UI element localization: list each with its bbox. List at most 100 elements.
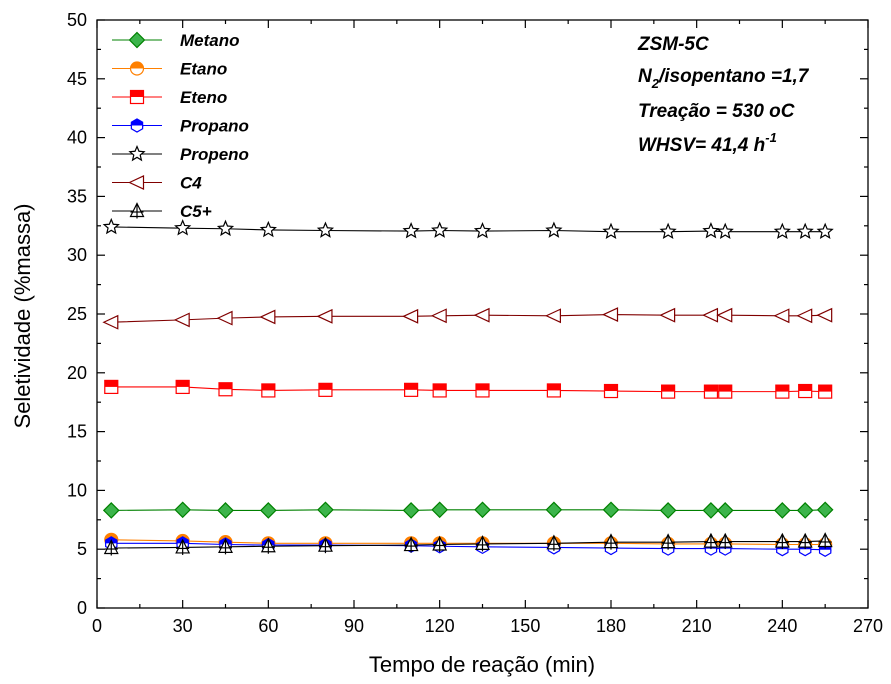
legend-label: Etano xyxy=(180,60,227,79)
x-tick-label: 120 xyxy=(425,616,455,636)
data-point-c4 xyxy=(544,308,561,324)
data-point-metano xyxy=(217,502,234,519)
series-layer xyxy=(102,217,834,557)
data-point-c5 xyxy=(317,536,333,554)
data-point-metano xyxy=(402,502,420,519)
data-point-eteno xyxy=(546,383,561,398)
y-tick-label: 50 xyxy=(67,10,87,30)
data-point-metano xyxy=(174,501,192,519)
data-point-eteno xyxy=(475,383,490,398)
legend: Metano Etano Eteno Propano Propeno C4 C5+ xyxy=(112,31,249,221)
x-axis-title: Tempo de reação (min) xyxy=(369,652,595,677)
annotation-whsv: WHSV= 41,4 h-1 xyxy=(638,130,777,156)
legend-item-c4: C4 xyxy=(112,174,202,193)
series-line-propano xyxy=(111,542,826,551)
legend-item-metano: Metano xyxy=(112,31,240,50)
legend-marker xyxy=(129,61,145,76)
legend-marker xyxy=(130,118,144,133)
legend-label: Propeno xyxy=(180,145,249,164)
data-point-propeno xyxy=(702,222,720,239)
data-point-c5 xyxy=(175,538,191,555)
y-tick-label: 10 xyxy=(67,480,87,500)
data-point-metano xyxy=(602,501,620,519)
data-point-metano xyxy=(796,502,814,519)
series-propeno xyxy=(102,217,834,240)
legend-item-eteno: Eteno xyxy=(112,88,227,107)
data-point-c5 xyxy=(475,535,490,552)
series-line-c5 xyxy=(111,540,826,549)
data-point-eteno xyxy=(603,383,619,399)
data-point-c5 xyxy=(717,532,733,550)
legend-item-etano: Etano xyxy=(112,60,227,79)
data-point-propeno xyxy=(473,222,492,239)
series-metano xyxy=(102,501,834,519)
data-point-c4 xyxy=(102,314,119,330)
data-point-c4 xyxy=(659,307,676,323)
data-point-eteno xyxy=(432,383,447,398)
data-point-c4 xyxy=(602,307,619,323)
annotation-whsv-sup: -1 xyxy=(765,130,777,145)
y-tick-label: 30 xyxy=(67,245,87,265)
axis-ticks: 0 30 60 90 120 150 180 210 240 270051015202530354… xyxy=(67,10,883,636)
data-point-propeno xyxy=(316,221,335,238)
x-tick-label: 240 xyxy=(767,616,797,636)
y-axis-title: Seletividade (%massa) xyxy=(10,204,35,429)
data-point-eteno xyxy=(718,384,733,399)
legend-marker xyxy=(128,175,145,190)
x-tick-label: 180 xyxy=(596,616,626,636)
data-point-c5 xyxy=(797,532,813,550)
data-point-propeno xyxy=(259,220,277,238)
data-point-c4 xyxy=(402,308,419,324)
data-point-c5 xyxy=(546,534,562,551)
annotation-block: ZSM-5C N2/isopentano =1,7 Treação = 530 … xyxy=(637,34,810,156)
data-point-c4 xyxy=(316,308,333,324)
data-point-c4 xyxy=(430,308,447,324)
data-point-c5 xyxy=(660,533,676,550)
data-point-metano xyxy=(716,502,734,519)
data-point-c4 xyxy=(702,307,719,323)
legend-label: Eteno xyxy=(180,88,227,107)
data-point-propeno xyxy=(216,219,235,237)
series-line-c4 xyxy=(111,314,826,323)
data-point-c5 xyxy=(260,537,276,554)
legend-marker xyxy=(129,89,145,105)
data-point-propeno xyxy=(816,222,834,240)
data-point-propeno xyxy=(659,222,677,240)
data-point-eteno xyxy=(798,383,813,399)
data-point-propeno xyxy=(545,221,563,238)
data-point-metano xyxy=(102,502,120,519)
series-line-propeno xyxy=(111,226,826,233)
data-point-c5 xyxy=(218,538,233,555)
legend-item-c5: C5+ xyxy=(112,202,212,221)
x-tick-label: 0 xyxy=(92,616,102,636)
data-point-propeno xyxy=(402,222,420,239)
data-point-eteno xyxy=(404,382,419,397)
data-point-c4 xyxy=(816,307,833,323)
y-tick-label: 40 xyxy=(67,128,87,148)
data-point-c5 xyxy=(774,532,790,550)
series-eteno xyxy=(104,379,833,399)
y-tick-label: 15 xyxy=(67,422,87,442)
data-point-c5 xyxy=(403,536,419,553)
x-tick-label: 150 xyxy=(510,616,540,636)
data-point-propeno xyxy=(602,222,620,240)
data-point-propeno xyxy=(796,222,814,240)
y-tick-label: 25 xyxy=(67,304,87,324)
data-point-c4 xyxy=(716,307,733,323)
data-point-eteno xyxy=(818,384,833,399)
data-point-metano xyxy=(702,502,720,519)
x-tick-label: 30 xyxy=(173,616,193,636)
data-point-c5 xyxy=(432,535,448,552)
data-point-eteno xyxy=(218,382,233,397)
data-point-c5 xyxy=(817,532,833,549)
y-tick-label: 0 xyxy=(77,598,87,618)
data-point-propeno xyxy=(102,217,120,235)
y-tick-label: 5 xyxy=(77,539,87,559)
legend-label: C5+ xyxy=(180,202,212,221)
series-c5 xyxy=(103,532,833,556)
data-point-c5 xyxy=(603,533,619,550)
series-c4 xyxy=(102,307,833,330)
series-line-metano xyxy=(111,509,826,511)
annotation-catalyst: ZSM-5C xyxy=(637,34,709,55)
legend-label: C4 xyxy=(180,174,202,193)
